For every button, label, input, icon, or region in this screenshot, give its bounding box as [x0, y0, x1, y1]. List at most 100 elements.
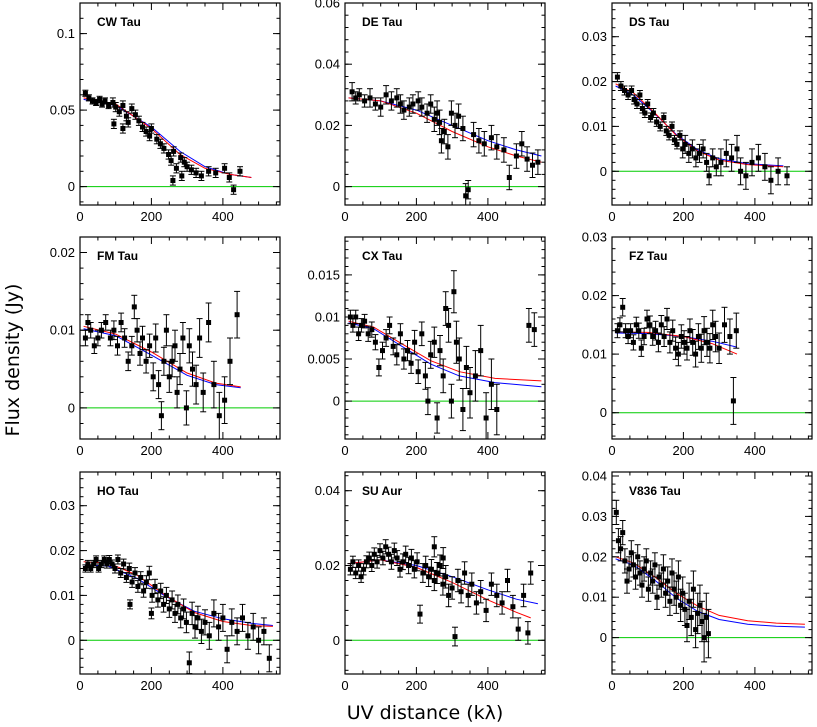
x-tick-label: 0: [341, 209, 348, 224]
data-point: [701, 328, 707, 334]
data-point: [178, 155, 184, 161]
y-tick-label: 0: [600, 164, 607, 179]
plot-frame: [79, 471, 281, 675]
data-point: [494, 407, 500, 412]
data-point: [478, 348, 484, 354]
data-point: [473, 600, 479, 606]
y-tick-label: 0: [68, 179, 75, 194]
data-point: [88, 566, 94, 571]
data-point: [195, 615, 201, 621]
data-point: [445, 144, 451, 150]
data-point: [653, 328, 659, 334]
data-point: [465, 592, 471, 598]
data-point: [394, 555, 400, 561]
data-point: [229, 619, 235, 625]
data-points: [82, 290, 241, 439]
data-point: [240, 615, 245, 621]
y-tick-label: 0: [333, 179, 340, 194]
y-tick-label: 0.1: [57, 26, 75, 41]
y-tick-label: 0.01: [50, 588, 75, 603]
data-point: [513, 153, 519, 159]
data-point: [635, 554, 641, 560]
data-point: [521, 592, 527, 598]
data-point: [626, 566, 632, 572]
panel-cw-tau: 0 200 400 0 0.05 0.1 CW Tau: [50, 2, 281, 224]
data-point: [388, 559, 394, 565]
data-point: [681, 339, 687, 345]
data-point: [650, 578, 656, 584]
data-point: [168, 158, 174, 164]
data-point: [441, 129, 447, 134]
data-point: [350, 559, 356, 565]
data-point: [727, 334, 733, 339]
data-point: [428, 101, 434, 107]
data-point: [136, 118, 142, 124]
data-point: [641, 334, 647, 339]
data-point: [82, 566, 88, 571]
data-point: [170, 178, 176, 183]
panel-su-aur: 0 200 400 0 0.02 0.04 SU Aur: [315, 471, 546, 693]
data-point: [134, 327, 140, 333]
y-tick-label: 0: [333, 633, 340, 648]
x-tick-label: 200: [406, 678, 428, 693]
data-point: [390, 343, 396, 349]
data-point: [618, 83, 624, 89]
data-point: [261, 628, 267, 634]
data-point: [211, 382, 217, 388]
y-tick-label: 0.03: [582, 509, 607, 524]
panel-title: V836 Tau: [629, 484, 681, 498]
y-tick-label: 0.05: [50, 103, 75, 118]
data-point: [98, 561, 104, 567]
data-point: [437, 119, 443, 125]
data-point: [669, 123, 675, 129]
data-point: [448, 110, 454, 116]
data-point: [762, 164, 768, 170]
data-point: [127, 601, 133, 607]
data-point: [614, 74, 620, 80]
data-point: [645, 101, 651, 107]
data-point: [671, 586, 677, 592]
data-point: [666, 132, 672, 138]
data-point: [431, 578, 437, 583]
data-point: [755, 155, 761, 161]
panel-cx-tau: 0 200 400 0 0.005 0.01 0.015 CX Tau: [307, 236, 546, 458]
y-tick-label: 0: [68, 400, 75, 415]
plot-frame: [344, 2, 546, 206]
data-point: [431, 339, 437, 345]
data-point: [158, 413, 164, 419]
data-point: [440, 555, 446, 561]
data-point: [665, 578, 671, 584]
data-point: [140, 124, 145, 130]
data-point: [126, 566, 132, 571]
data-point: [211, 610, 217, 616]
data-point: [120, 103, 126, 108]
data-point: [620, 530, 626, 536]
data-point: [650, 110, 656, 116]
data-point: [419, 331, 425, 337]
data-point: [118, 320, 124, 325]
data-point: [91, 343, 97, 349]
data-point: [406, 104, 412, 110]
data-point: [478, 589, 484, 595]
data-point: [369, 563, 375, 568]
data-point: [733, 328, 739, 334]
data-point: [673, 594, 679, 600]
data-point: [453, 339, 459, 345]
data-point: [173, 165, 179, 171]
data-point: [695, 334, 701, 339]
data-point: [663, 590, 669, 596]
data-point: [161, 358, 167, 364]
data-point: [710, 322, 716, 328]
panel-title: CX Tau: [362, 249, 402, 263]
data-point: [397, 101, 403, 107]
data-point: [410, 101, 416, 107]
data-point: [206, 633, 212, 639]
data-point: [353, 314, 359, 320]
data-point: [206, 168, 212, 174]
data-point: [200, 389, 206, 395]
data-point: [425, 398, 431, 404]
data-point: [680, 146, 686, 152]
data-point: [684, 345, 690, 351]
x-tick-label: 0: [608, 678, 615, 693]
data-point: [707, 345, 713, 351]
